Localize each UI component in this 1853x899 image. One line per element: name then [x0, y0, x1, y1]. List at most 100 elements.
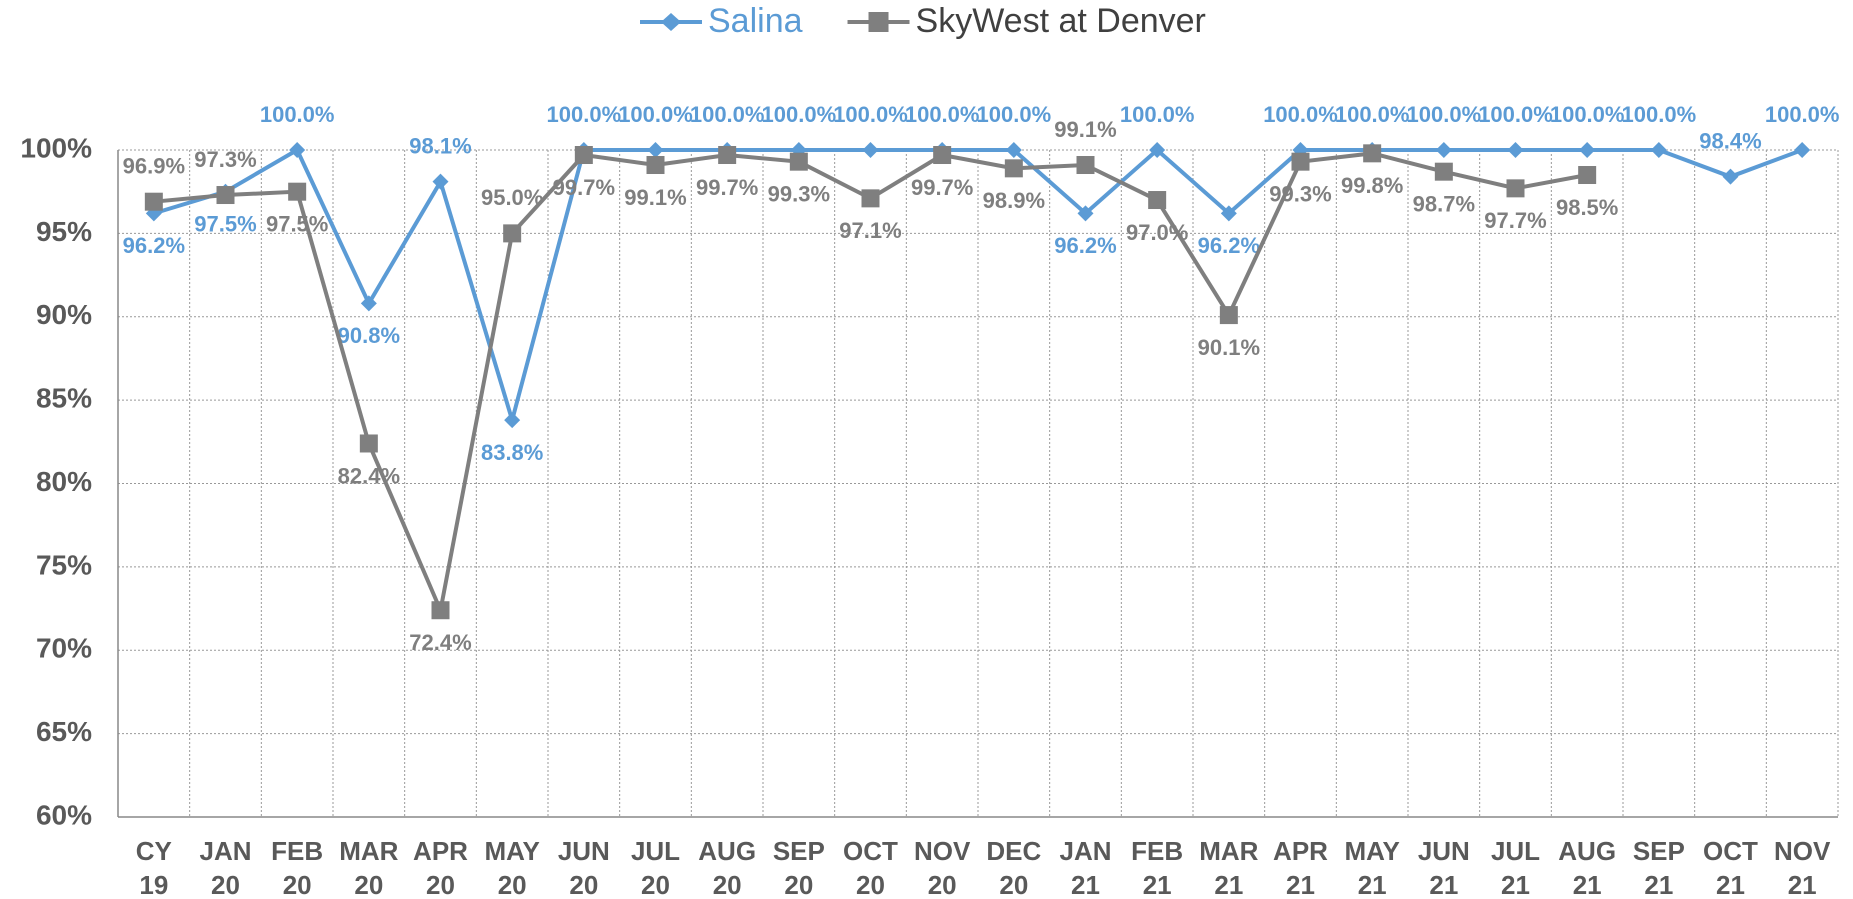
data-label: 97.1% — [839, 218, 901, 243]
legend-label: SkyWest at Denver — [916, 2, 1206, 40]
point-marker — [1219, 306, 1238, 325]
point-marker — [1507, 142, 1524, 158]
point-marker — [503, 224, 522, 243]
point-marker — [1506, 179, 1525, 198]
x-tick-label: APR 20 — [413, 836, 468, 899]
data-label: 95.0% — [481, 185, 543, 210]
data-label: 100.0% — [1550, 102, 1625, 127]
point-marker — [504, 412, 521, 429]
data-label: 100.0% — [547, 102, 622, 127]
y-tick-label: 85% — [36, 383, 92, 414]
point-marker — [432, 173, 449, 190]
data-label: 100.0% — [977, 102, 1052, 127]
data-label: 96.2% — [1198, 233, 1260, 258]
point-marker — [289, 142, 306, 158]
x-tick-label: AUG 21 — [1558, 836, 1616, 899]
legend-marker — [661, 13, 681, 31]
data-label: 99.8% — [1341, 173, 1403, 198]
data-label: 98.1% — [409, 133, 471, 158]
data-label: 99.1% — [1054, 117, 1116, 142]
x-tick-label: MAR 21 — [1199, 836, 1258, 899]
data-label: 100.0% — [905, 102, 980, 127]
data-label: 97.5% — [194, 212, 256, 237]
data-label: 100.0% — [833, 102, 908, 127]
point-marker — [861, 189, 880, 208]
point-marker — [1578, 166, 1597, 185]
y-tick-label: 80% — [36, 466, 92, 497]
point-marker — [360, 295, 377, 312]
point-marker — [288, 182, 307, 201]
data-label: 98.5% — [1556, 195, 1618, 220]
point-marker — [1363, 144, 1382, 163]
x-tick-label: AUG 20 — [698, 836, 756, 899]
point-marker — [574, 146, 593, 165]
point-marker — [144, 192, 163, 211]
data-label: 100.0% — [690, 102, 765, 127]
point-marker — [1220, 205, 1237, 222]
point-marker — [431, 601, 450, 620]
x-tick-label: MAY 21 — [1344, 836, 1399, 899]
data-label: 100.0% — [762, 102, 837, 127]
x-tick-label: NOV 20 — [914, 836, 971, 899]
x-tick-label: JUL 21 — [1491, 836, 1540, 899]
point-marker — [216, 186, 235, 205]
data-label: 100.0% — [1120, 102, 1195, 127]
series-line — [153, 147, 1803, 428]
y-tick-label: 90% — [36, 299, 92, 330]
data-label: 90.1% — [1198, 335, 1260, 360]
x-tick-label: JUN 21 — [1418, 836, 1470, 899]
x-tick-label: NOV 21 — [1774, 836, 1831, 899]
data-label: 99.7% — [553, 175, 615, 200]
x-tick-label: DEC 20 — [986, 836, 1041, 899]
y-tick-label: 75% — [36, 549, 92, 580]
point-marker — [1650, 142, 1667, 158]
point-marker — [1077, 205, 1094, 222]
point-marker — [1291, 152, 1310, 171]
x-tick-label: MAR 20 — [339, 836, 398, 899]
data-label: 97.7% — [1484, 208, 1546, 233]
data-label: 96.2% — [123, 233, 185, 258]
data-label: 96.9% — [123, 154, 185, 179]
data-label: 100.0% — [1263, 102, 1338, 127]
data-label: 100.0% — [618, 102, 693, 127]
legend-label: Salina — [708, 2, 803, 40]
y-tick-label: 65% — [36, 716, 92, 747]
x-tick-label: FEB 21 — [1131, 836, 1183, 899]
x-tick-label: OCT 20 — [843, 836, 898, 899]
data-label: 99.7% — [911, 175, 973, 200]
data-label: 98.7% — [1413, 191, 1475, 216]
y-tick-label: 60% — [36, 799, 92, 830]
y-tick-label: 100% — [20, 132, 92, 163]
data-label: 72.4% — [409, 630, 471, 655]
data-label: 83.8% — [481, 440, 543, 465]
y-tick-label: 70% — [36, 633, 92, 664]
data-label: 99.1% — [624, 185, 686, 210]
x-tick-label: OCT 21 — [1703, 836, 1758, 899]
point-marker — [1722, 168, 1739, 185]
x-tick-label: JUN 20 — [558, 836, 610, 899]
point-marker — [647, 142, 664, 158]
data-label: 100.0% — [1765, 102, 1840, 127]
x-tick-label: SEP 20 — [773, 836, 825, 899]
point-marker — [1148, 191, 1167, 210]
point-marker — [646, 156, 665, 175]
data-label: 100.0% — [1335, 102, 1410, 127]
point-marker — [1076, 156, 1095, 175]
point-marker — [1434, 162, 1453, 181]
point-marker — [1794, 142, 1811, 158]
data-label: 97.0% — [1126, 220, 1188, 245]
legend-marker — [868, 12, 889, 32]
data-label: 99.3% — [1269, 181, 1331, 206]
x-tick-label: JUL 20 — [631, 836, 680, 899]
x-tick-label: SEP 21 — [1633, 836, 1685, 899]
data-label: 97.3% — [194, 147, 256, 172]
data-label: 97.5% — [266, 212, 328, 237]
data-label: 100.0% — [260, 102, 335, 127]
x-tick-label: APR 21 — [1273, 836, 1328, 899]
data-label: 99.3% — [768, 181, 830, 206]
x-tick-label: JAN 20 — [199, 836, 251, 899]
data-label: 98.9% — [983, 188, 1045, 213]
y-tick-label: 95% — [36, 216, 92, 247]
x-tick-label: MAY 20 — [484, 836, 539, 899]
point-marker — [1579, 142, 1596, 158]
